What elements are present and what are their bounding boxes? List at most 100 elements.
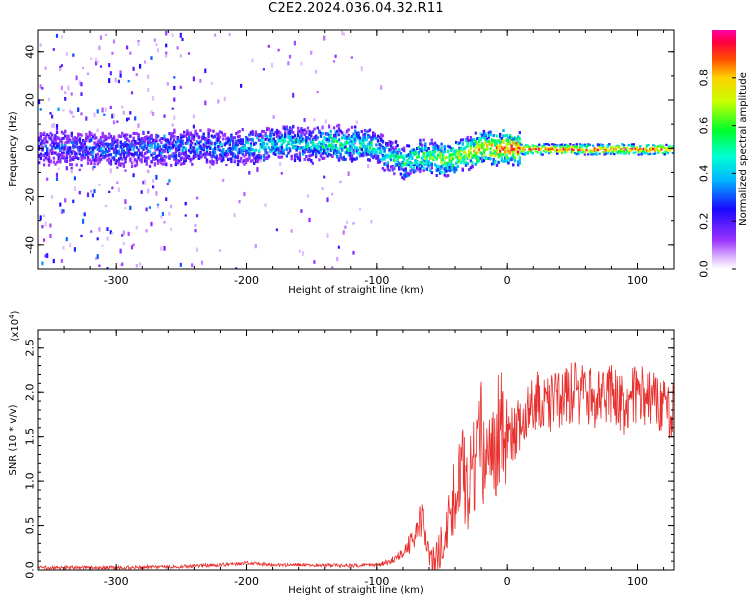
spectrogram-cell	[179, 140, 183, 143]
spectrogram-cell	[166, 138, 170, 142]
spectrogram-cell	[251, 132, 254, 136]
spectrogram-cell	[313, 118, 316, 122]
spectrogram-cell	[212, 151, 215, 155]
spectrogram-cell	[471, 165, 474, 169]
spectrogram-cell	[46, 151, 49, 154]
spectrogram-cell	[80, 148, 83, 152]
spectrogram-cell	[546, 143, 549, 146]
spectrogram-cell	[399, 172, 403, 176]
spectrogram-cell	[49, 131, 52, 135]
spectrogram-cell	[266, 135, 269, 138]
spectrogram-cell	[438, 169, 442, 172]
spectrogram-cell	[311, 150, 315, 154]
spectrogram-cell	[243, 144, 246, 148]
spectrogram-cell	[652, 152, 655, 155]
spectrogram-cell	[639, 145, 642, 148]
spectrogram-cell	[143, 156, 147, 160]
spectrogram-cell	[52, 134, 55, 137]
spectrogram-cell	[191, 263, 194, 268]
spectrogram-cell	[332, 126, 336, 130]
spectrogram-cell	[207, 129, 210, 133]
spectrogram-cell	[248, 138, 251, 142]
spectrogram-cell	[474, 162, 477, 166]
spectrogram-cell	[44, 144, 47, 148]
spectrogram-cell	[163, 162, 166, 166]
spectrogram-cell	[619, 151, 622, 154]
spectrogram-cell	[515, 144, 518, 148]
spectrogram-cell	[142, 180, 145, 185]
spectrogram-cell	[407, 172, 411, 176]
spectrogram-cell	[293, 146, 297, 150]
spectrogram-cell	[355, 132, 359, 136]
spectrogram-cell	[126, 146, 129, 149]
spectrogram-cell	[401, 167, 404, 171]
spectrogram-cell	[287, 131, 290, 135]
spectrogram-cell	[332, 60, 336, 63]
spectrogram-cell	[137, 154, 140, 158]
spectrogram-cell	[290, 127, 293, 131]
spectrogram-cell	[367, 149, 370, 153]
spectrogram-cell	[256, 136, 259, 140]
spectrogram-cell	[173, 76, 176, 79]
spectrogram-cell	[383, 168, 386, 172]
spectrogram-cell	[59, 153, 62, 157]
spectrogram-cell	[440, 161, 443, 165]
spectrogram-cell	[490, 154, 494, 157]
spectrogram-cell	[161, 137, 165, 141]
spectrogram-cell	[324, 132, 328, 135]
spectrogram-cell	[337, 138, 341, 142]
spectrogram-cell	[96, 60, 99, 64]
spectrogram-cell	[90, 57, 93, 60]
spectrogram-cell	[370, 144, 373, 147]
spectrogram-cell	[429, 142, 432, 146]
spectrogram-cell	[153, 139, 157, 143]
spectrogram-cell	[466, 144, 469, 148]
spectrogram-cell	[205, 152, 209, 156]
colorbar-label: Normalized spectral amplitude	[738, 72, 749, 226]
spectrogram-cell	[108, 149, 111, 153]
spectrogram-cell	[171, 132, 174, 136]
spectrogram-cell	[78, 147, 82, 151]
spectrogram-cell	[209, 139, 212, 143]
spectrogram-cell	[38, 137, 41, 141]
spectrogram-cell	[319, 146, 323, 149]
spectrogram-cell	[362, 154, 365, 158]
spectrogram-cell	[541, 145, 544, 148]
spectrogram-cell	[184, 214, 187, 217]
spectrogram-cell	[277, 139, 280, 143]
spectrogram-cell	[98, 144, 101, 148]
spectrogram-cell	[143, 140, 147, 143]
spectrogram-cell	[244, 137, 248, 141]
spectrogram-cell	[443, 161, 446, 165]
spectrogram-cell	[604, 146, 608, 149]
spectrogram-cell	[230, 150, 233, 154]
spectrogram-cell	[75, 137, 78, 140]
spectrogram-cell	[378, 160, 381, 164]
spectrogram-cell	[174, 143, 178, 147]
spectrogram-cell	[575, 143, 578, 146]
spectrogram-cell	[670, 147, 673, 151]
spectrogram-cell	[153, 38, 156, 42]
spectrogram-cell	[266, 151, 269, 155]
spectrogram-cell	[411, 161, 414, 165]
spectrogram-cell	[505, 134, 508, 138]
spectrogram-cell	[104, 151, 108, 155]
spectrogram-cell	[354, 133, 357, 137]
spectrogram-cell	[432, 156, 435, 160]
spectrogram-cell	[279, 145, 282, 149]
snr-plot-area	[38, 330, 674, 570]
spectrogram-cell	[474, 142, 477, 146]
spectrogram-cell	[80, 158, 83, 162]
spectrogram-cell	[249, 151, 253, 155]
spectrogram-cell	[127, 117, 130, 121]
spectrogram-cell	[134, 151, 137, 155]
spectrogram-cell	[244, 140, 248, 144]
spectrogram-cell	[181, 149, 184, 152]
spectrogram-cell	[137, 133, 140, 137]
spectrogram-cell	[521, 146, 525, 149]
spectrogram-cell	[272, 144, 275, 148]
spectrogram-cell	[54, 162, 57, 166]
spectrogram-cell	[285, 147, 288, 151]
chart-title: C2E2.2024.036.04.32.R11	[268, 1, 444, 16]
spectrogram-cell	[429, 153, 432, 157]
